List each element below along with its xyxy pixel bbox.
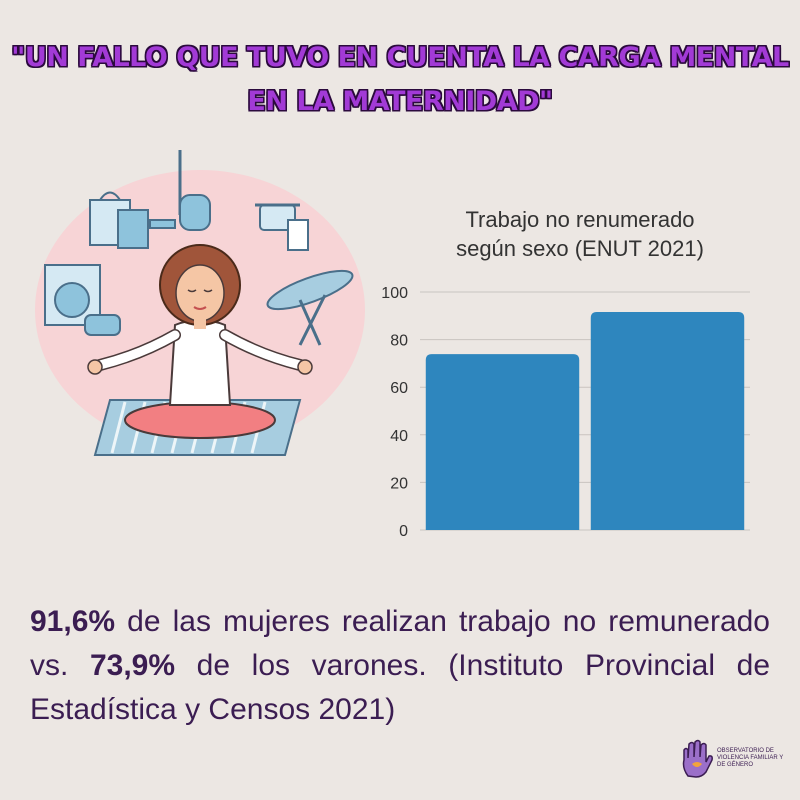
chart-title: Trabajo no renumerado según sexo (ENUT 2…: [410, 205, 750, 263]
cooking-pot-icon: [255, 203, 309, 251]
vacuum-icon: [149, 150, 211, 231]
stat-women: 91,6%: [30, 605, 116, 638]
y-tick-label: 40: [390, 428, 408, 445]
shopping-bag-icon: [89, 191, 149, 249]
summary-part-2: de los varones. (Instituto Provincial de…: [30, 649, 771, 726]
ironing-board-icon: [266, 269, 354, 346]
washing-machine-icon: [44, 264, 121, 336]
observatorio-logo: OBSERVATORIO DE VIOLENCIA FAMILIAR Y DE …: [680, 738, 790, 778]
legs: [124, 401, 276, 439]
logo-line-2: VIOLENCIA FAMILIAR Y: [717, 755, 784, 761]
y-tick-label: 60: [390, 380, 408, 397]
bar: [590, 311, 745, 530]
chart-title-line-1: Trabajo no renumerado: [465, 207, 695, 232]
woman-meditating-illustration: [35, 150, 365, 456]
summary-part-1: de las mujeres realizan trabajo no remun…: [30, 605, 770, 682]
face: [175, 264, 225, 322]
y-tick-label: 20: [390, 475, 408, 492]
logo-line-1: OBSERVATORIO DE: [717, 748, 774, 754]
logo-line-3: DE GÉNERO: [717, 762, 754, 768]
y-tick-label: 100: [381, 285, 408, 302]
headline: "UN FALLO QUE TUVO EN CUENTA LA CARGA ME…: [0, 36, 800, 124]
y-tick-label: 80: [390, 333, 408, 350]
y-tick-label: 0: [399, 523, 408, 540]
headline-line-2: EN LA MATERNIDAD": [247, 86, 553, 117]
bar: [425, 354, 580, 530]
stat-men: 73,9%: [89, 649, 176, 682]
summary-text: 91,6% de las mujeres realizan trabajo no…: [30, 600, 770, 732]
headline-line-1: "UN FALLO QUE TUVO EN CUENTA LA CARGA ME…: [11, 42, 789, 73]
bar-chart: 0 20 40 60 80 100: [381, 285, 750, 540]
chart-title-line-2: según sexo (ENUT 2021): [456, 236, 704, 261]
hand-logo-icon: [682, 739, 713, 778]
